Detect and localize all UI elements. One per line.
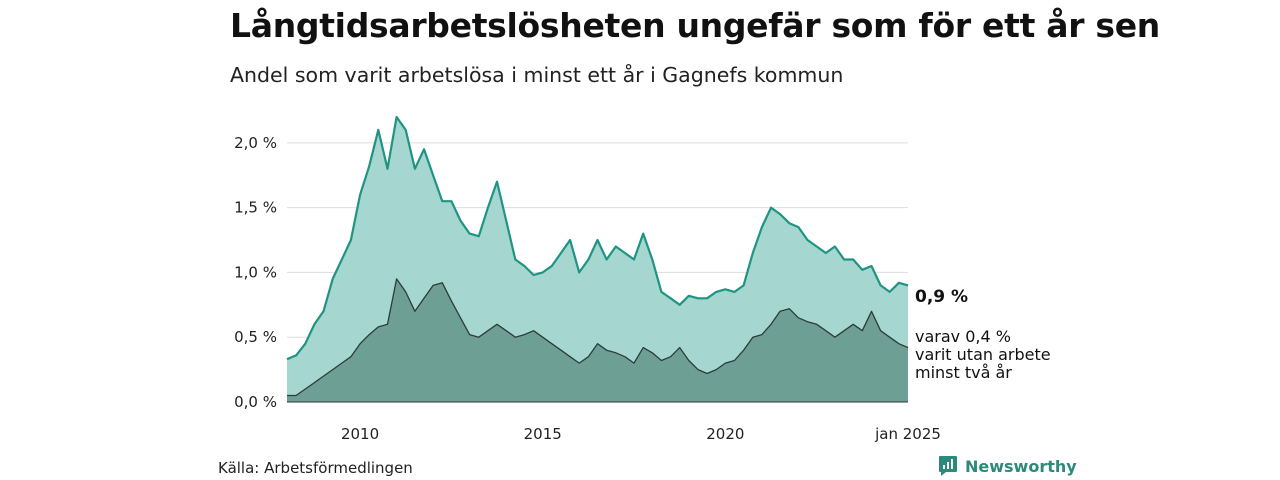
y-tick-label: 0,0 % — [234, 393, 277, 411]
y-tick-label: 0,5 % — [234, 328, 277, 346]
series-2-end-label-line: varit utan arbete — [915, 345, 1051, 364]
brand-logo: Newsworthy — [938, 455, 1077, 477]
y-tick-label: 1,0 % — [234, 263, 277, 281]
series-2-area — [287, 278, 908, 402]
chart-subtitle: Andel som varit arbetslösa i minst ett å… — [230, 63, 844, 87]
series-2-line — [287, 278, 909, 397]
series-2-end-label: varav 0,4 % — [915, 327, 1011, 346]
newsworthy-logo-icon — [939, 456, 957, 476]
x-tick-label: jan 2025 — [874, 425, 941, 443]
chart-title: Långtidsarbetslösheten ungefär som för e… — [230, 6, 1160, 45]
area-layer — [286, 115, 909, 403]
series-1-end-label: 0,9 % — [915, 287, 968, 307]
x-tick-label: 2010 — [341, 425, 379, 443]
x-tick-label: 2015 — [524, 425, 562, 443]
y-tick-label: 1,5 % — [234, 199, 277, 217]
series-2-end-label-line: minst två år — [915, 363, 1012, 382]
y-tick-label: 2,0 % — [234, 134, 277, 152]
series-1-line — [286, 115, 909, 361]
x-axis-ticks: 2010 2015 2020 jan 2025 — [341, 425, 941, 443]
x-tick-label: 2020 — [706, 425, 744, 443]
source-note: Källa: Arbetsförmedlingen — [218, 459, 413, 477]
brand-name: Newsworthy — [965, 456, 1077, 476]
